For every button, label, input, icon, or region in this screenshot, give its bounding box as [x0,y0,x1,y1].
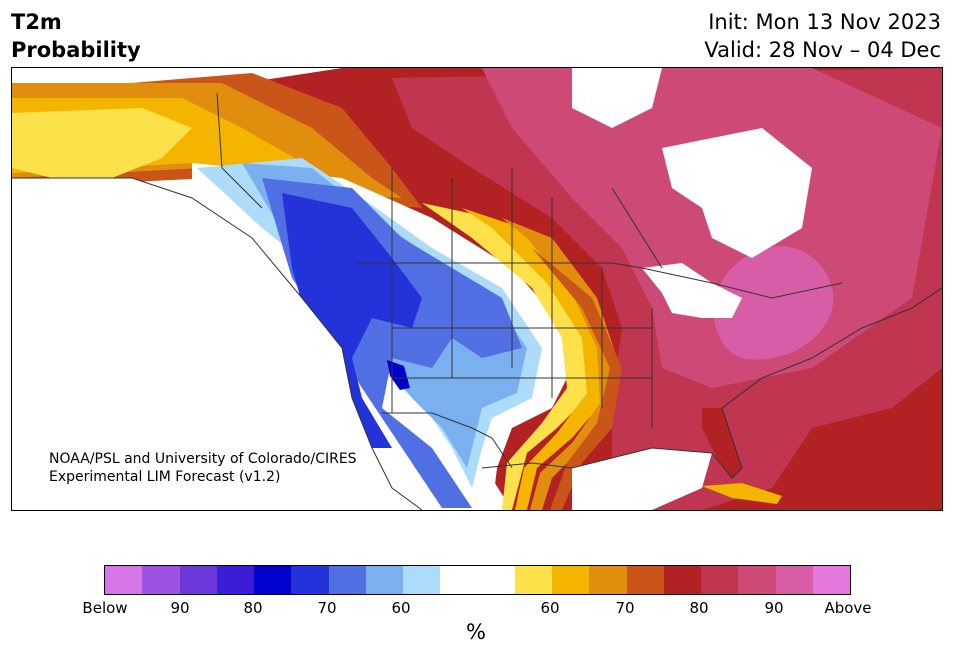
colorbar-tick-9: Above [824,599,872,617]
warm-region-peak [713,246,834,360]
init-date: Init: Mon 13 Nov 2023 [708,10,941,34]
colorbar-cell-15 [663,566,701,594]
credit-line-2: Experimental LIM Forecast (v1.2) [49,469,281,485]
colorbar-tick-0: Below [82,599,128,617]
colorbar-tick-7: 80 [689,599,709,617]
colorbar-cell-1 [142,566,180,594]
colorbar-cell-11 [514,566,552,594]
colorbar-cell-2 [179,566,217,594]
title-variable: T2m [11,10,62,34]
florida [702,408,742,478]
colorbar-cell-3 [216,566,254,594]
pacific-nw-water [12,178,392,510]
great-lakes [642,263,742,318]
colorbar-unit-label: % [466,620,486,644]
colorbar-tick-5: 60 [540,599,560,617]
province-lines [391,168,663,269]
gulf-of-mexico [572,448,712,510]
map-title: T2m Probability [11,8,141,64]
alaska-border [216,92,263,209]
borders [12,92,942,510]
transition-rust [532,248,622,510]
cold-region-core [387,360,410,390]
colorbar-tick-6: 70 [615,599,635,617]
colorbar-cell-8 [403,566,441,594]
colorbar-tick-1: 90 [170,599,190,617]
hudson-bay [662,128,812,258]
colorbar-cell-9 [440,566,478,594]
state-lines [391,263,653,428]
us-mexico-border [382,412,513,469]
colorbar-tick-3: 70 [317,599,337,617]
cuba [702,483,782,504]
colorbar-cell-13 [589,566,627,594]
probability-colorbar [104,565,851,595]
colorbar-cell-10 [477,566,515,594]
colorbar-cell-19 [812,566,850,594]
credit-line-1: NOAA/PSL and University of Colorado/CIRE… [49,451,357,467]
valid-dates: Valid: 28 Nov – 04 Dec [704,38,941,62]
colorbar-cell-6 [328,566,366,594]
map-canvas [12,68,942,510]
colorbar-cell-4 [254,566,292,594]
arctic-water [572,68,662,128]
coastline-east [721,287,942,409]
colorbar-cell-7 [365,566,403,594]
colorbar-cell-18 [775,566,813,594]
colorbar-tick-4: 60 [391,599,411,617]
colorbar-tick-2: 80 [243,599,263,617]
colorbar-tick-8: 90 [764,599,784,617]
probability-map [11,67,943,511]
us-canada-border [357,262,843,299]
coastline-west [12,177,423,510]
colorbar-cell-17 [738,566,776,594]
colorbar-cell-5 [291,566,329,594]
title-type: Probability [11,38,141,62]
colorbar-cell-0 [105,566,143,594]
cold-region-stronger [282,193,422,448]
colorbar-cell-12 [552,566,590,594]
data-credit: NOAA/PSL and University of Colorado/CIRE… [49,450,357,486]
coastline-gulf [481,407,743,479]
forecast-dates: Init: Mon 13 Nov 2023 Valid: 28 Nov – 04… [704,8,941,64]
alaska-yellow-band [12,108,192,178]
colorbar-cell-14 [626,566,664,594]
colorbar-cell-16 [701,566,739,594]
